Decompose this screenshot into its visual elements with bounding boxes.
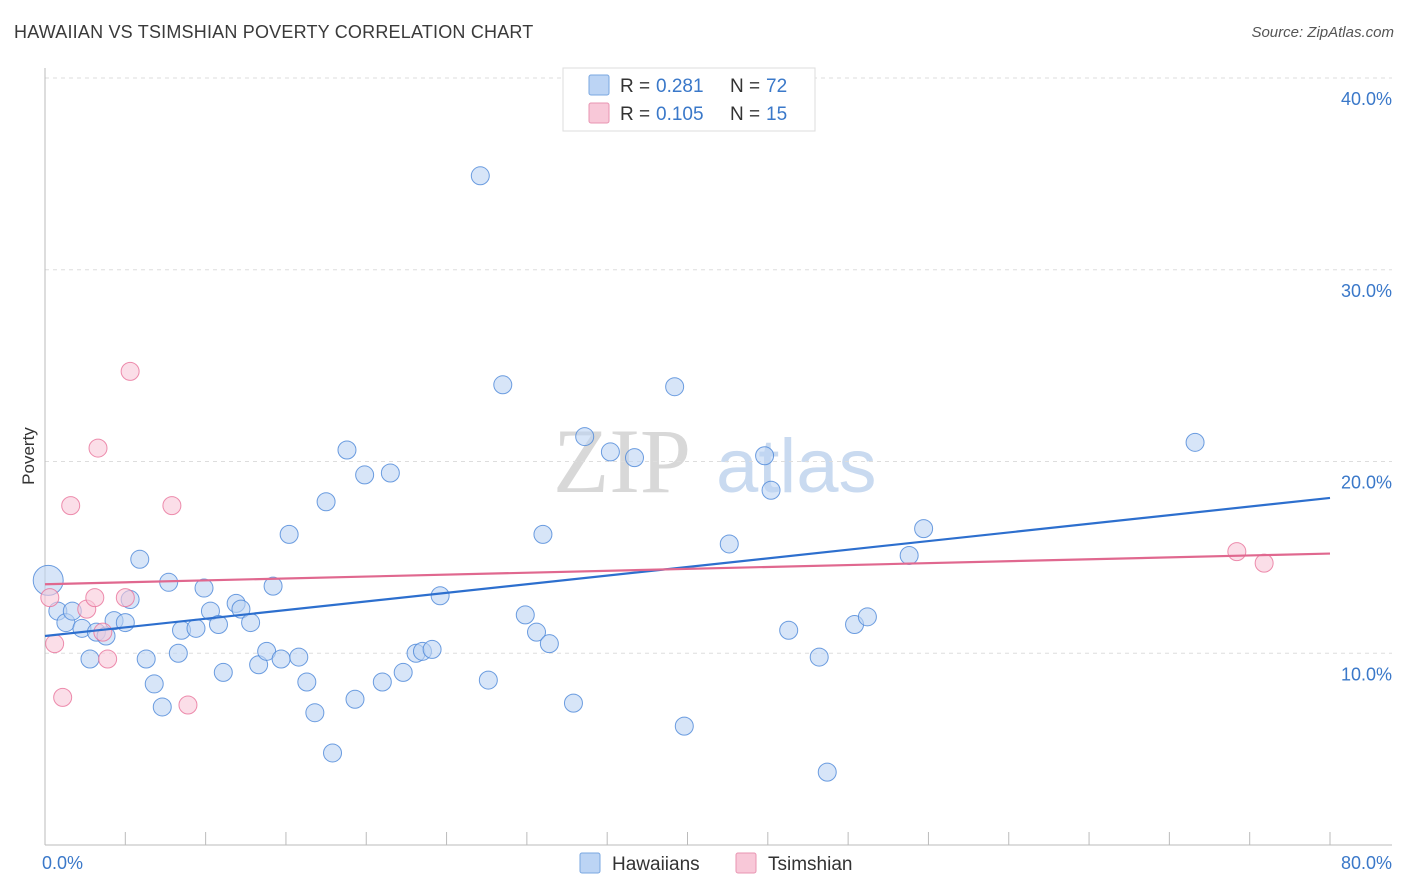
hawaiians-point-36 — [337, 440, 357, 460]
hawaiians-point-48 — [493, 375, 513, 395]
hawaiians-point-37 — [345, 689, 365, 709]
chart-title: HAWAIIAN VS TSIMSHIAN POVERTY CORRELATIO… — [14, 22, 534, 42]
tsimshian-point-10 — [120, 361, 140, 381]
hawaiians-point-67 — [899, 545, 919, 565]
legend-n-value-hawaiians: 72 — [766, 76, 787, 97]
gridlines — [45, 77, 1392, 654]
tsimshian-point-3 — [61, 496, 81, 516]
hawaiians-point-5 — [80, 649, 100, 669]
hawaiians-point-61 — [761, 480, 781, 500]
trend-lines — [44, 496, 1331, 638]
y-axis-title: Poverty — [19, 427, 38, 485]
hawaiians-point-34 — [316, 492, 336, 512]
y-tick-labels: 10.0% 20.0% 30.0% 40.0% — [1341, 89, 1392, 684]
hawaiians-point-40 — [380, 463, 400, 483]
hawaiians-point-55 — [600, 442, 620, 462]
hawaiians-point-14 — [152, 697, 172, 717]
hawaiians-point-53 — [563, 693, 583, 713]
tsimshian-point-11 — [162, 496, 182, 516]
hawaiians-point-16 — [168, 643, 188, 663]
hawaiians-point-62 — [779, 620, 799, 640]
hawaiians-point-47 — [478, 670, 498, 690]
tsimshian-point-1 — [45, 634, 65, 654]
hawaiians-point-35 — [323, 743, 343, 763]
trend-line-hawaiians — [44, 496, 1331, 638]
hawaiians-point-29 — [271, 649, 291, 669]
hawaiians-point-32 — [297, 672, 317, 692]
legend-r-value-hawaiians: 0.281 — [656, 76, 704, 97]
hawaiians-point-31 — [289, 647, 309, 667]
y-tick-label-30: 30.0% — [1341, 281, 1392, 301]
watermark-atlas: atlas — [716, 424, 877, 509]
y-tick-label-20: 20.0% — [1341, 473, 1392, 493]
hawaiians-point-44 — [422, 639, 442, 659]
hawaiians-point-30 — [279, 524, 299, 544]
stats-legend: R = 0.281 N = 72 R = 0.105 N = 15 — [562, 67, 816, 132]
axes — [44, 68, 1392, 846]
hawaiians-point-46 — [470, 166, 490, 186]
legend-n-value-tsimshian: 15 — [766, 104, 787, 125]
trend-line-tsimshian — [44, 552, 1331, 586]
hawaiians-point-41 — [393, 662, 413, 682]
source-label: Source: ZipAtlas.com — [1251, 24, 1394, 41]
legend-swatch-tsimshian — [588, 102, 610, 124]
hawaiians-point-13 — [144, 674, 164, 694]
legend-n-label-tsimshian: N = — [730, 104, 760, 125]
hawaiians-point-18 — [186, 618, 206, 638]
bottom-legend-label-tsimshian: Tsimshian — [768, 854, 852, 875]
hawaiians-point-60 — [755, 446, 775, 466]
hawaiians-point-28 — [263, 576, 283, 596]
hawaiians-point-58 — [674, 716, 694, 736]
hawaiians-point-51 — [533, 524, 553, 544]
hawaiians-point-50 — [527, 622, 547, 642]
hawaiians-point-39 — [372, 672, 392, 692]
hawaiians-point-25 — [241, 613, 261, 633]
series-legend: Hawaiians Tsimshian — [579, 852, 852, 875]
x-tick-label-max: 80.0% — [1341, 853, 1392, 873]
tsimshian-point-0 — [40, 588, 60, 608]
hawaiians-point-19 — [194, 578, 214, 598]
hawaiians-point-64 — [817, 762, 837, 782]
tsimshian-point-13 — [1227, 542, 1247, 562]
bottom-legend-label-hawaiians: Hawaiians — [612, 854, 700, 875]
tsimshian-point-2 — [53, 687, 73, 707]
hawaiians-point-49 — [515, 605, 535, 625]
legend-n-label-hawaiians: N = — [730, 76, 760, 97]
tsimshian-point-7 — [93, 622, 113, 642]
legend-swatch-hawaiians — [588, 74, 610, 96]
hawaiians-point-63 — [809, 647, 829, 667]
y-tick-label-40: 40.0% — [1341, 89, 1392, 109]
hawaiians-point-11 — [130, 549, 150, 569]
hawaiians-point-22 — [213, 662, 233, 682]
legend-r-value-tsimshian: 0.105 — [656, 104, 704, 125]
legend-r-label-hawaiians: R = — [620, 76, 650, 97]
tsimshian-point-14 — [1254, 553, 1274, 573]
hawaiians-point-12 — [136, 649, 156, 669]
bottom-legend-swatch-hawaiians — [579, 852, 601, 874]
x-ticks — [44, 832, 1331, 845]
tsimshian-point-9 — [115, 588, 135, 608]
hawaiians-point-57 — [665, 377, 685, 397]
tsimshian-point-8 — [98, 649, 118, 669]
hawaiians-point-21 — [208, 614, 228, 634]
hawaiians-point-68 — [914, 519, 934, 539]
hawaiians-point-59 — [719, 534, 739, 554]
hawaiians-point-45 — [430, 586, 450, 606]
hawaiians-point-69 — [1185, 432, 1205, 452]
hawaiians-point-33 — [305, 703, 325, 723]
tsimshian-point-12 — [178, 695, 198, 715]
hawaiians-point-52 — [539, 634, 559, 654]
hawaiians-point-56 — [624, 448, 644, 468]
y-tick-label-10: 10.0% — [1341, 664, 1392, 684]
hawaiians-point-38 — [355, 465, 375, 485]
hawaiians-point-66 — [857, 607, 877, 627]
x-tick-label-min: 0.0% — [42, 853, 83, 873]
bottom-legend-swatch-tsimshian — [735, 852, 757, 874]
legend-r-label-tsimshian: R = — [620, 104, 650, 125]
hawaiians-point-54 — [575, 427, 595, 447]
tsimshian-point-5 — [85, 588, 105, 608]
tsimshian-point-6 — [88, 438, 108, 458]
